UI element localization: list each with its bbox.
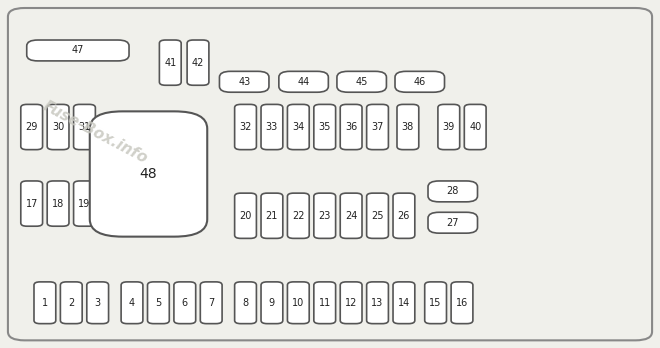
Text: 22: 22 [292, 211, 304, 221]
Text: 43: 43 [238, 77, 250, 87]
Text: 38: 38 [402, 122, 414, 132]
FancyBboxPatch shape [201, 282, 222, 324]
Text: 31: 31 [79, 122, 90, 132]
Text: 44: 44 [298, 77, 310, 87]
FancyBboxPatch shape [87, 282, 108, 324]
FancyBboxPatch shape [261, 282, 282, 324]
FancyBboxPatch shape [314, 104, 335, 150]
FancyBboxPatch shape [393, 282, 415, 324]
Text: 12: 12 [345, 298, 357, 308]
Text: 47: 47 [72, 46, 84, 55]
Text: 29: 29 [26, 122, 38, 132]
Text: 41: 41 [164, 58, 176, 68]
Text: 1: 1 [42, 298, 48, 308]
FancyBboxPatch shape [337, 71, 387, 92]
FancyBboxPatch shape [34, 282, 55, 324]
Text: 13: 13 [372, 298, 383, 308]
Text: 45: 45 [356, 77, 368, 87]
Text: 46: 46 [414, 77, 426, 87]
FancyBboxPatch shape [48, 181, 69, 226]
Text: 36: 36 [345, 122, 357, 132]
FancyBboxPatch shape [8, 8, 652, 340]
Text: 10: 10 [292, 298, 304, 308]
Text: 39: 39 [443, 122, 455, 132]
Text: 42: 42 [192, 58, 204, 68]
FancyBboxPatch shape [90, 111, 207, 237]
FancyBboxPatch shape [187, 40, 209, 85]
Text: 3: 3 [94, 298, 101, 308]
FancyBboxPatch shape [121, 282, 143, 324]
Text: 16: 16 [456, 298, 468, 308]
Text: 11: 11 [319, 298, 331, 308]
Text: 33: 33 [266, 122, 278, 132]
FancyBboxPatch shape [438, 104, 460, 150]
FancyBboxPatch shape [21, 181, 42, 226]
FancyBboxPatch shape [288, 104, 309, 150]
FancyBboxPatch shape [314, 193, 335, 238]
Text: 21: 21 [266, 211, 278, 221]
Text: 19: 19 [79, 199, 90, 208]
FancyBboxPatch shape [428, 212, 478, 233]
Text: 34: 34 [292, 122, 304, 132]
Text: 18: 18 [52, 199, 64, 208]
FancyBboxPatch shape [393, 193, 415, 238]
Text: 4: 4 [129, 298, 135, 308]
Text: 14: 14 [398, 298, 410, 308]
Text: 26: 26 [398, 211, 410, 221]
Text: 7: 7 [208, 298, 214, 308]
Text: 9: 9 [269, 298, 275, 308]
FancyBboxPatch shape [341, 104, 362, 150]
FancyBboxPatch shape [425, 282, 447, 324]
FancyBboxPatch shape [160, 40, 181, 85]
FancyBboxPatch shape [279, 71, 329, 92]
FancyBboxPatch shape [288, 193, 309, 238]
FancyBboxPatch shape [235, 193, 256, 238]
FancyBboxPatch shape [341, 282, 362, 324]
FancyBboxPatch shape [74, 181, 96, 226]
Text: 5: 5 [155, 298, 162, 308]
Text: 48: 48 [140, 167, 157, 181]
FancyBboxPatch shape [147, 282, 169, 324]
FancyBboxPatch shape [26, 40, 129, 61]
Text: Fuse-Box.info: Fuse-Box.info [41, 98, 150, 166]
Text: 27: 27 [447, 218, 459, 228]
FancyBboxPatch shape [367, 282, 388, 324]
FancyBboxPatch shape [395, 71, 445, 92]
FancyBboxPatch shape [61, 282, 82, 324]
Text: 15: 15 [430, 298, 442, 308]
FancyBboxPatch shape [235, 104, 256, 150]
Text: 2: 2 [68, 298, 75, 308]
FancyBboxPatch shape [235, 282, 256, 324]
Text: 32: 32 [240, 122, 251, 132]
Text: 40: 40 [469, 122, 481, 132]
FancyBboxPatch shape [21, 104, 42, 150]
FancyBboxPatch shape [428, 181, 478, 202]
FancyBboxPatch shape [48, 104, 69, 150]
FancyBboxPatch shape [465, 104, 486, 150]
FancyBboxPatch shape [397, 104, 419, 150]
FancyBboxPatch shape [219, 71, 269, 92]
Text: 23: 23 [319, 211, 331, 221]
FancyBboxPatch shape [174, 282, 195, 324]
Text: 24: 24 [345, 211, 357, 221]
FancyBboxPatch shape [261, 104, 282, 150]
Text: 6: 6 [182, 298, 188, 308]
Text: 8: 8 [242, 298, 249, 308]
Text: 20: 20 [240, 211, 251, 221]
FancyBboxPatch shape [74, 104, 96, 150]
FancyBboxPatch shape [451, 282, 473, 324]
FancyBboxPatch shape [314, 282, 335, 324]
Text: 28: 28 [447, 187, 459, 196]
FancyBboxPatch shape [288, 282, 309, 324]
Text: 30: 30 [52, 122, 64, 132]
Text: 25: 25 [372, 211, 383, 221]
Text: 37: 37 [372, 122, 383, 132]
FancyBboxPatch shape [367, 104, 388, 150]
FancyBboxPatch shape [367, 193, 388, 238]
Text: 17: 17 [26, 199, 38, 208]
FancyBboxPatch shape [341, 193, 362, 238]
Text: 35: 35 [319, 122, 331, 132]
FancyBboxPatch shape [261, 193, 282, 238]
